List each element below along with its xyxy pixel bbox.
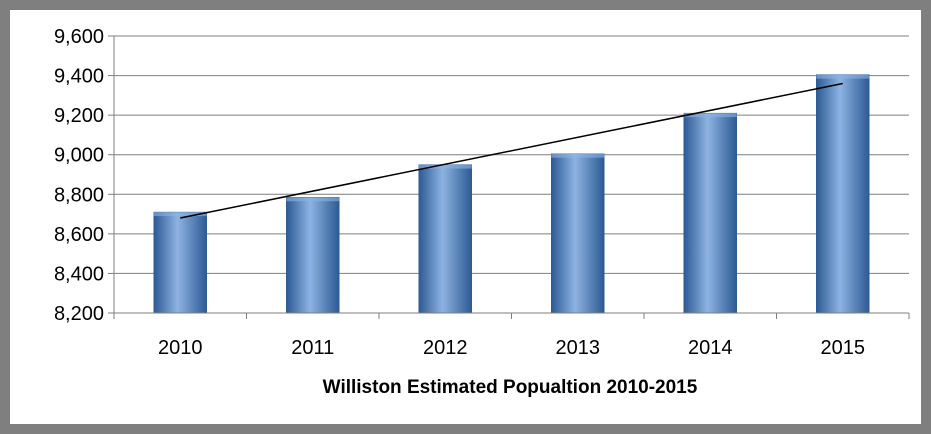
bar-2014 (683, 112, 737, 314)
bar-top-highlight (551, 153, 605, 158)
tick-labels: 8,200 8,400 8,600 8,800 9,000 9,200 9,400 9,600… (54, 26, 865, 359)
trendline-group (180, 82, 843, 219)
bars (153, 74, 870, 314)
gridlines (114, 35, 909, 314)
y-tick-label: 8,800 (54, 184, 104, 206)
bar-2012 (418, 164, 472, 314)
bar-top-highlight (816, 74, 870, 79)
bar-top-highlight (153, 212, 207, 217)
x-tick-label: 2014 (688, 337, 733, 359)
bar-2011 (286, 197, 340, 314)
bar-2015 (816, 74, 870, 314)
x-tick-label: 2013 (556, 337, 601, 359)
bar-2010 (153, 211, 207, 314)
x-tick-label: 2011 (291, 337, 334, 359)
bar-top-highlight (286, 197, 340, 202)
x-tick-label: 2010 (158, 337, 203, 359)
y-tick-label: 8,600 (54, 224, 104, 246)
x-axis-title: Williston Estimated Popualtion 2010-2015 (323, 377, 698, 398)
axes (108, 35, 910, 319)
x-tick-label: 2012 (423, 337, 468, 359)
y-tick-label: 8,400 (54, 263, 104, 285)
bar-2013 (551, 153, 605, 314)
y-tick-label: 8,200 (54, 303, 104, 325)
bar-top-highlight (683, 113, 737, 118)
y-tick-label: 9,400 (54, 66, 104, 88)
trendline (180, 82, 843, 219)
bar-top-highlight (418, 164, 472, 169)
y-tick-label: 9,000 (54, 145, 104, 167)
y-tick-label: 9,600 (54, 26, 104, 48)
x-tick-label: 2015 (821, 337, 866, 359)
y-tick-label: 9,200 (54, 105, 104, 127)
